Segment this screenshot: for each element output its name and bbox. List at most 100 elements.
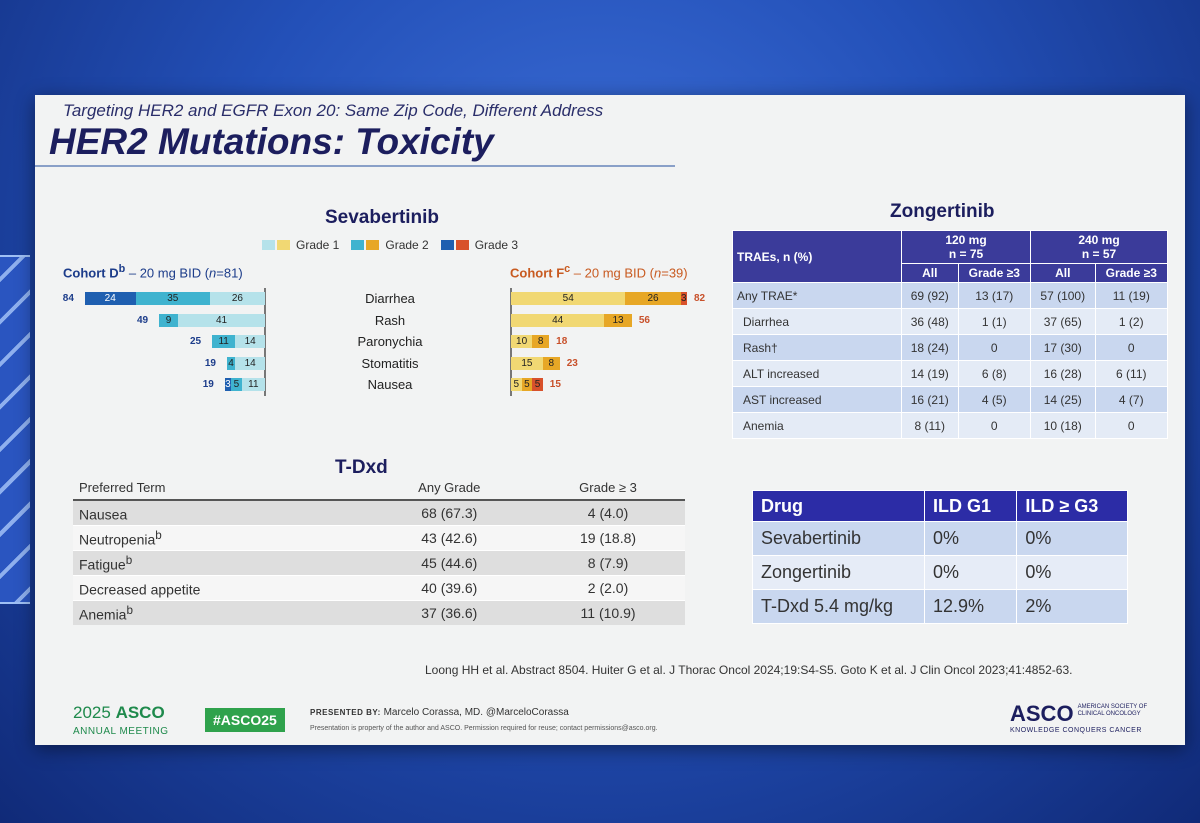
- tdxd-any: 43 (42.6): [367, 525, 532, 551]
- asco-tagline: KNOWLEDGE CONQUERS CANCER: [1010, 727, 1142, 734]
- table-row: ALT increased 14 (19) 6 (8) 16 (28) 6 (1…: [732, 360, 1169, 387]
- footer-year: 2025: [73, 703, 111, 722]
- category-label: Stomatitis: [361, 355, 419, 371]
- total-cohort-f-paronychia: 18: [556, 336, 568, 347]
- bar-cohort-d-rash-grade2: 9: [159, 313, 179, 327]
- category-label: Paronychia: [357, 334, 423, 349]
- permission-note: Presentation is property of the author a…: [310, 725, 658, 732]
- cohort-f-dose: – 20 mg BID (: [570, 265, 654, 281]
- zong-cell: 6 (11): [1094, 360, 1169, 387]
- tdxd-any: 45 (44.6): [367, 550, 532, 576]
- zong-group-120: 120 mg n = 75: [901, 230, 1031, 264]
- cohort-d-n-value: =81): [216, 265, 243, 281]
- tdxd-term-text: Nausea: [79, 506, 128, 523]
- ild-g3: 2%: [1016, 589, 1128, 624]
- legend-swatch-d3: [440, 240, 454, 250]
- tdxd-term-sup: b: [155, 528, 162, 542]
- tdxd-table: Preferred Term Any Grade Grade ≥ 3 Nause…: [73, 475, 685, 625]
- zong-cell: 16 (21): [901, 386, 959, 413]
- title-divider: [35, 165, 675, 167]
- zongertinib-title: Zongertinib: [890, 201, 995, 222]
- tdxd-term-text: Anemia: [79, 606, 127, 623]
- legend-label-grade1: Grade 1: [296, 238, 340, 252]
- tdxd-term-text: Decreased appetite: [79, 581, 201, 598]
- tdxd-term-text: Neutropenia: [79, 531, 156, 548]
- footer-asco: ASCO: [115, 703, 165, 722]
- slide-subtitle: Targeting HER2 and EGFR Exon 20: Same Zi…: [63, 101, 604, 120]
- cohort-d-name: Cohort D: [63, 265, 119, 281]
- table-row: Any TRAE* 69 (92) 13 (17) 57 (100) 11 (1…: [732, 282, 1169, 309]
- cohort-f-n-value: =39): [661, 265, 688, 281]
- bar-cohort-f-stomatitis-grade1: 15: [511, 356, 543, 370]
- ild-drug: Sevabertinib: [752, 521, 925, 556]
- ild-g1: 0%: [923, 521, 1018, 556]
- grade-legend: Grade 1 Grade 2 Grade 3: [262, 238, 528, 252]
- cohort-d-dose: – 20 mg BID (: [125, 265, 210, 281]
- hashtag-badge: #ASCO25: [205, 708, 285, 732]
- zong-term: ALT increased: [732, 360, 902, 387]
- sevabertinib-chart: Diarrhea 26 35 24 84 54 26 3 82 Rash 41 9 49 44 13 56 Pa…: [35, 95, 735, 415]
- legend-swatch-f1: [277, 240, 290, 250]
- table-row: Nausea 68 (67.3) 4 (4.0): [73, 499, 685, 526]
- zong-cell: 37 (65): [1029, 308, 1096, 335]
- table-row: Zongertinib 0% 0%: [752, 555, 1128, 590]
- cohort-f-label: Cohort Fc – 20 mg BID (n=39): [510, 263, 688, 280]
- sevabertinib-title: Sevabertinib: [325, 207, 440, 228]
- bar-cohort-f-stomatitis-grade2: 8: [542, 356, 560, 370]
- tdxd-term: Anemiab: [73, 600, 368, 625]
- ild-header-g1: ILD G1: [923, 490, 1018, 522]
- tdxd-term: Fatigueb: [73, 550, 368, 576]
- zong-cell: 10 (18): [1029, 412, 1096, 439]
- zong-header-traes: TRAEs, n (%): [732, 230, 902, 283]
- zong-cell: 0: [1094, 334, 1169, 361]
- tdxd-term-sup: b: [125, 553, 133, 567]
- table-row: Sevabertinib 0% 0%: [752, 521, 1128, 556]
- tdxd-g3: 4 (4.0): [531, 499, 685, 526]
- zong-term: Any TRAE*: [732, 282, 902, 309]
- bar-cohort-d-diarrhea-grade1: 26: [209, 292, 265, 305]
- zong-term: Rash†: [732, 334, 902, 361]
- tdxd-header-any: Any Grade: [367, 475, 532, 501]
- zongertinib-table: TRAEs, n (%) 120 mg n = 75 240 mg n = 57 A…: [732, 230, 1169, 439]
- cohort-d-sup: b: [118, 263, 126, 275]
- legend-swatch-d1: [262, 240, 275, 250]
- table-row: Fatigueb 45 (44.6) 8 (7.9): [73, 550, 685, 576]
- bar-cohort-f-paronychia-grade2: 8: [532, 335, 550, 348]
- cohort-f-sup: c: [564, 263, 571, 275]
- asco-meeting-logo: 2025 ASCO ANNUAL MEETING: [73, 703, 169, 740]
- category-label: Diarrhea: [365, 291, 415, 306]
- tdxd-g3: 11 (10.9): [531, 600, 685, 625]
- bar-cohort-f-nausea-grade3: 5: [532, 378, 543, 391]
- legend-swatch-f2: [366, 240, 380, 250]
- ild-g3: 0%: [1016, 521, 1128, 556]
- ild-drug: Zongertinib: [752, 555, 925, 590]
- tdxd-g3: 8 (7.9): [531, 550, 685, 576]
- cohort-f-name: Cohort F: [510, 265, 565, 281]
- bar-cohort-d-diarrhea-grade3: 24: [84, 292, 136, 305]
- total-cohort-d-stomatitis: 19: [204, 357, 216, 369]
- ild-header-drug: Drug: [752, 490, 925, 522]
- total-cohort-f-rash: 56: [638, 314, 650, 326]
- zong-cell: 0: [957, 334, 1031, 361]
- tdxd-g3: 19 (18.8): [531, 525, 685, 551]
- zong-group-120-dose: 120 mg: [945, 233, 987, 247]
- table-row: AST increased 16 (21) 4 (5) 14 (25) 4 (7…: [732, 386, 1169, 413]
- total-cohort-d-diarrhea: 84: [62, 293, 74, 304]
- bar-cohort-d-nausea-grade2: 5: [231, 378, 242, 391]
- bar-cohort-f-paronychia-grade1: 10: [511, 335, 533, 348]
- table-row: Decreased appetite 40 (39.6) 2 (2.0): [73, 575, 685, 601]
- tdxd-term-sup: b: [126, 603, 133, 617]
- total-cohort-d-rash: 49: [137, 314, 149, 326]
- asco-society-logo: ASCO AMERICAN SOCIETY OF CLINICAL ONCOLOG…: [1010, 701, 1158, 734]
- tdxd-any: 68 (67.3): [367, 499, 532, 526]
- bar-cohort-d-stomatitis-grade1: 14: [235, 356, 265, 370]
- zong-cell: 57 (100): [1029, 282, 1096, 309]
- category-label: Rash: [374, 312, 406, 328]
- ild-header-g3: ILD ≥ G3: [1016, 490, 1128, 522]
- zong-sub-g3-2: Grade ≥3: [1094, 263, 1169, 283]
- tdxd-header-term: Preferred Term: [73, 475, 368, 501]
- zong-cell: 36 (48): [901, 308, 959, 335]
- total-cohort-d-nausea: 19: [202, 379, 214, 390]
- bar-cohort-d-diarrhea-grade2: 35: [135, 292, 210, 305]
- table-row: Neutropeniab 43 (42.6) 19 (18.8): [73, 525, 685, 551]
